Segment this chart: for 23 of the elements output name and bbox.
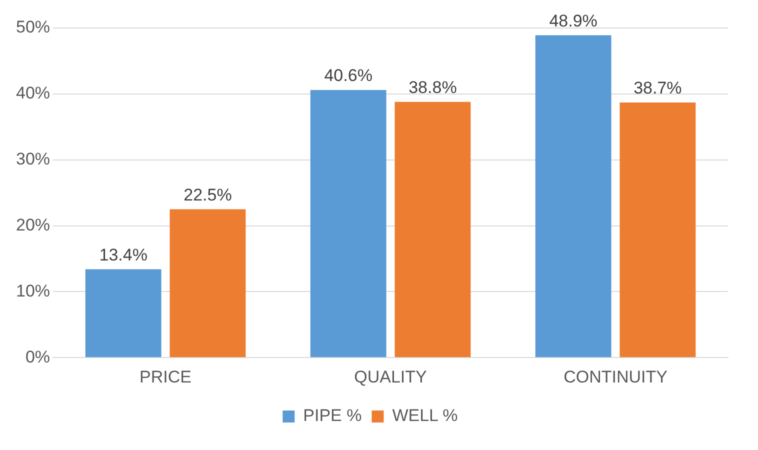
bar (85, 269, 162, 358)
y-tick-label: 0% (25, 347, 50, 366)
x-tick-label: PRICE (140, 367, 192, 386)
x-tick-label: CONTINUITY (564, 367, 668, 386)
bar (310, 90, 386, 358)
data-label: 38.8% (408, 78, 457, 98)
bar (535, 35, 612, 358)
y-tick-label: 10% (16, 281, 50, 300)
data-label: 38.7% (634, 78, 682, 98)
bar (394, 102, 471, 358)
bar (620, 102, 696, 358)
legend-label: WELL % (392, 406, 458, 426)
y-tick-label: 50% (16, 18, 50, 37)
y-tick-label: 20% (16, 215, 50, 234)
y-tick-label: 30% (16, 150, 50, 169)
legend-label: PIPE % (303, 406, 362, 426)
y-tick-label: 40% (16, 84, 50, 103)
x-tick-label: QUALITY (354, 367, 427, 386)
data-label: 48.9% (549, 11, 598, 30)
data-label: 40.6% (324, 66, 372, 86)
data-label: 13.4% (99, 245, 148, 264)
bar (170, 209, 246, 358)
data-label: 22.5% (184, 185, 232, 204)
